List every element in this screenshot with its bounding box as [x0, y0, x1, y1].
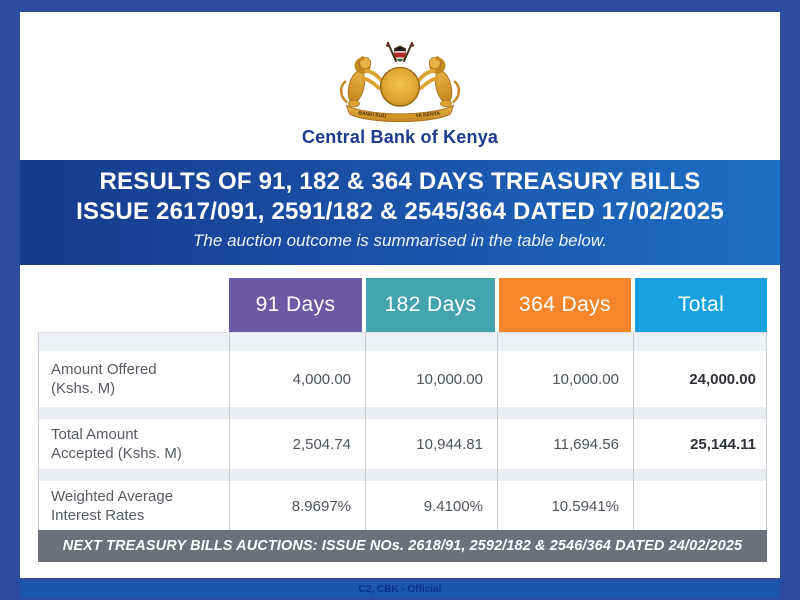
lion-right: [416, 54, 461, 109]
cell-182-days: 10,000.00: [366, 351, 498, 407]
table-row-weighted-average-rates: Weighted Average Interest Rates 8.9697% …: [39, 481, 766, 531]
cell-182-days: 9.4100%: [366, 481, 498, 531]
header-panel: BANKI KUU YA KENYA Central Bank of Kenya: [20, 12, 780, 160]
cell-total: 25,144.11: [690, 435, 756, 453]
lion-left: [339, 54, 384, 109]
central-disc: [379, 66, 421, 107]
banner-text-right: YA KENYA: [415, 111, 441, 120]
cell-364-days: 11,694.56: [498, 419, 634, 469]
row-label: Amount Offered (Kshs. M): [39, 351, 230, 407]
cell-364-days: 10,000.00: [498, 351, 634, 407]
column-header-total: Total: [635, 278, 767, 332]
title-band: RESULTS OF 91, 182 & 364 DAYS TREASURY B…: [20, 160, 780, 265]
results-table-panel: 91 Days 182 Days 364 Days Total Amount O…: [20, 265, 780, 578]
brand-name: Central Bank of Kenya: [301, 127, 499, 147]
classification-bar: C2, CBK - Official: [20, 581, 780, 598]
cell-364-days: 10.5941%: [498, 481, 634, 531]
row-separator: [39, 407, 766, 419]
spears: [385, 42, 415, 63]
row-label: Weighted Average Interest Rates: [39, 481, 230, 531]
column-header-91-days: 91 Days: [229, 278, 362, 332]
cell-91-days: 2,504.74: [230, 419, 366, 469]
title-line-1: RESULTS OF 91, 182 & 364 DAYS TREASURY B…: [99, 168, 701, 195]
results-table: Amount Offered (Kshs. M) 4,000.00 10,000…: [38, 332, 767, 531]
cbk-coat-of-arms-icon: BANKI KUU YA KENYA: [339, 42, 461, 123]
banner-ribbon: BANKI KUU YA KENYA: [345, 104, 455, 123]
row-label: Total Amount Accepted (Kshs. M): [39, 419, 230, 469]
banner-text-left: BANKI KUU: [358, 110, 387, 119]
cell-91-days: 8.9697%: [230, 481, 366, 531]
crest: [394, 45, 406, 62]
title-line-2: ISSUE 2617/091, 2591/182 & 2545/364 DATE…: [76, 198, 724, 225]
classification-label: C2, CBK - Official: [358, 584, 442, 595]
column-header-364-days: 364 Days: [499, 278, 631, 332]
table-row-total-accepted: Total Amount Accepted (Kshs. M) 2,504.74…: [39, 419, 766, 469]
next-auction-banner: NEXT TREASURY BILLS AUCTIONS: ISSUE NOs.…: [38, 530, 767, 562]
cell-182-days: 10,944.81: [366, 419, 498, 469]
table-row-amount-offered: Amount Offered (Kshs. M) 4,000.00 10,000…: [39, 351, 766, 407]
row-separator: [39, 469, 766, 481]
row-separator: [39, 333, 766, 351]
subtitle: The auction outcome is summarised in the…: [193, 231, 607, 250]
cell-91-days: 4,000.00: [230, 351, 366, 407]
cell-total: 24,000.00: [689, 370, 756, 388]
column-header-182-days: 182 Days: [366, 278, 495, 332]
cell-total: [634, 481, 768, 531]
